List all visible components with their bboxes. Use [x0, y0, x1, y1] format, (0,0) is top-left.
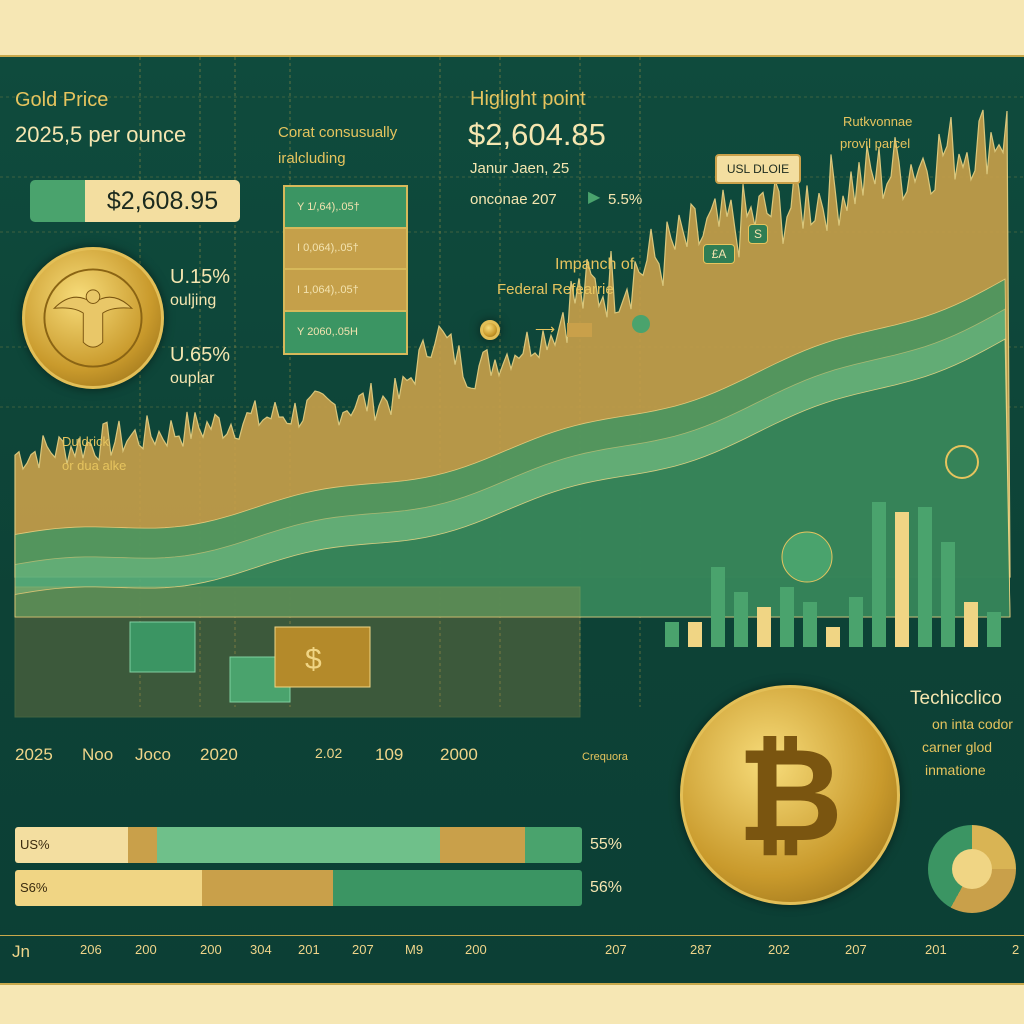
- dollar-sign-icon: $: [305, 643, 322, 676]
- table-row: Y 2060,.05H: [285, 311, 406, 353]
- annotation-line-2: provil parcel: [840, 136, 911, 151]
- progress-bar-2: [15, 870, 582, 906]
- coin-icon: [480, 320, 500, 340]
- bar-mark: [895, 512, 909, 647]
- bar-mark: [849, 597, 863, 647]
- progress-bar-1: [15, 827, 582, 863]
- tech-line-2: carner glod: [922, 739, 993, 755]
- annotation-line-1: Rutkvonnae: [843, 114, 913, 129]
- bottom-tick-label: 206: [80, 942, 102, 957]
- bottom-tick-label: 202: [768, 942, 790, 957]
- pie-chart-icon: [928, 825, 1016, 913]
- bar-mark: [780, 587, 794, 647]
- bar-mark: [734, 592, 748, 647]
- bottom-tick-label: 201: [925, 942, 947, 957]
- highlight-change-label: onconae 207: [470, 191, 557, 208]
- dollar-badge-icon: [632, 315, 650, 333]
- highlight-price: $2,604.85: [468, 117, 606, 152]
- note-line-1: Corat consusually: [278, 124, 398, 141]
- stat-2-label: ouplar: [170, 370, 215, 387]
- bottom-tick-label: M9: [405, 942, 424, 957]
- bar-2-label: S6%: [20, 880, 48, 895]
- bottom-tick-label: 207: [605, 942, 627, 957]
- bar-mark: [964, 602, 978, 647]
- left-note-line-2: or dua alke: [62, 458, 127, 473]
- side-label: Crequora: [582, 751, 628, 763]
- bottom-tick-label: Jn: [12, 942, 30, 961]
- bar-mark: [918, 507, 932, 647]
- x-tick-label: 109: [375, 745, 404, 764]
- bar-mark: [872, 502, 886, 647]
- ea-tag: £A: [703, 244, 735, 264]
- bar-mark: [688, 622, 702, 647]
- eagle-seal-coin-icon: [22, 247, 164, 389]
- highlight-change-value: 5.5%: [608, 191, 643, 208]
- left-note-line-1: Duldrick: [62, 434, 109, 449]
- tech-line-3: inmatione: [925, 762, 986, 778]
- bottom-tick-label: 2: [1012, 942, 1020, 957]
- price-value: $2,608.95: [85, 180, 240, 222]
- x-tick-label: 2000: [440, 745, 478, 764]
- bar-2-value: 56%: [590, 879, 623, 896]
- bar-mark: [803, 602, 817, 647]
- bar-mark: [941, 542, 955, 647]
- bar-mark: [711, 567, 725, 647]
- bottom-tick-label: 200: [200, 942, 222, 957]
- stat-2-value: U.65%: [170, 344, 231, 366]
- stat-1-value: U.15%: [170, 266, 231, 288]
- globe-icon: [781, 531, 833, 583]
- bottom-tick-label: 200: [465, 942, 487, 957]
- x-axis: 2025 Noo Joco 2020 2.02 109 2000: [0, 745, 580, 769]
- impact-line-2: Federal Refearrie: [497, 281, 614, 298]
- bar-mark: [987, 612, 1001, 647]
- table-row: Y 1/,64),.05†: [285, 187, 406, 229]
- highlight-date: Janur Jaen, 25: [470, 160, 570, 177]
- bottom-axis: Jn 206 200 200 304 201 207 M9 200 207 28…: [0, 935, 1024, 961]
- impact-line-1: Impanch of: [555, 256, 635, 273]
- bar-mark: [826, 627, 840, 647]
- data-table: Y 1/,64),.05† I 0,064),.05† I 1,064),.05…: [283, 185, 408, 355]
- bottom-tick-label: 304: [250, 942, 272, 957]
- bar-mark: [757, 607, 771, 647]
- bar-1-value: 55%: [590, 836, 623, 853]
- bar-1-label: US%: [20, 837, 50, 852]
- bitcoin-coin-icon: ₿: [680, 685, 900, 905]
- bottom-tick-label: 207: [845, 942, 867, 957]
- highlight-title: Higlight point: [470, 88, 586, 110]
- arrow-right-icon: ▶: [588, 189, 601, 206]
- usd-tag: USL DLOIE: [715, 154, 801, 184]
- tech-title: Techicclico: [910, 688, 1002, 709]
- banknote-icon: [567, 323, 592, 337]
- stat-1-label: ouljing: [170, 292, 217, 309]
- x-tick-label: 2020: [200, 745, 238, 764]
- trend-band: [14, 338, 1011, 618]
- x-tick-label: 2025: [15, 745, 53, 764]
- x-tick-label: 2.02: [315, 745, 343, 761]
- globe-icon: [945, 445, 979, 479]
- subtitle: 2025,5 per ounce: [15, 122, 187, 147]
- x-tick-label: Noo: [82, 745, 114, 764]
- bottom-tick-label: 287: [690, 942, 712, 957]
- tech-line-1: on inta codor: [932, 716, 1013, 732]
- cash-stack-icon: [129, 621, 196, 673]
- price-box: $2,608.95: [30, 180, 240, 222]
- table-row: I 1,064),.05†: [285, 270, 406, 312]
- bar-mark: [665, 622, 679, 647]
- infographic-panel: $ Gold Price 2025,5 per ounce $2,608.95 …: [0, 55, 1024, 985]
- title: Gold Price: [15, 89, 109, 111]
- table-row: I 0,064),.05†: [285, 228, 406, 270]
- note-line-2: iralcluding: [278, 150, 346, 167]
- s-tag: S: [748, 224, 768, 244]
- x-tick-label: Joco: [135, 745, 171, 764]
- arrow-right-icon: ⟶: [535, 321, 556, 337]
- bottom-tick-label: 200: [135, 942, 157, 957]
- bottom-tick-label: 201: [298, 942, 320, 957]
- gold-bar-icon: [274, 626, 371, 688]
- bottom-tick-label: 207: [352, 942, 374, 957]
